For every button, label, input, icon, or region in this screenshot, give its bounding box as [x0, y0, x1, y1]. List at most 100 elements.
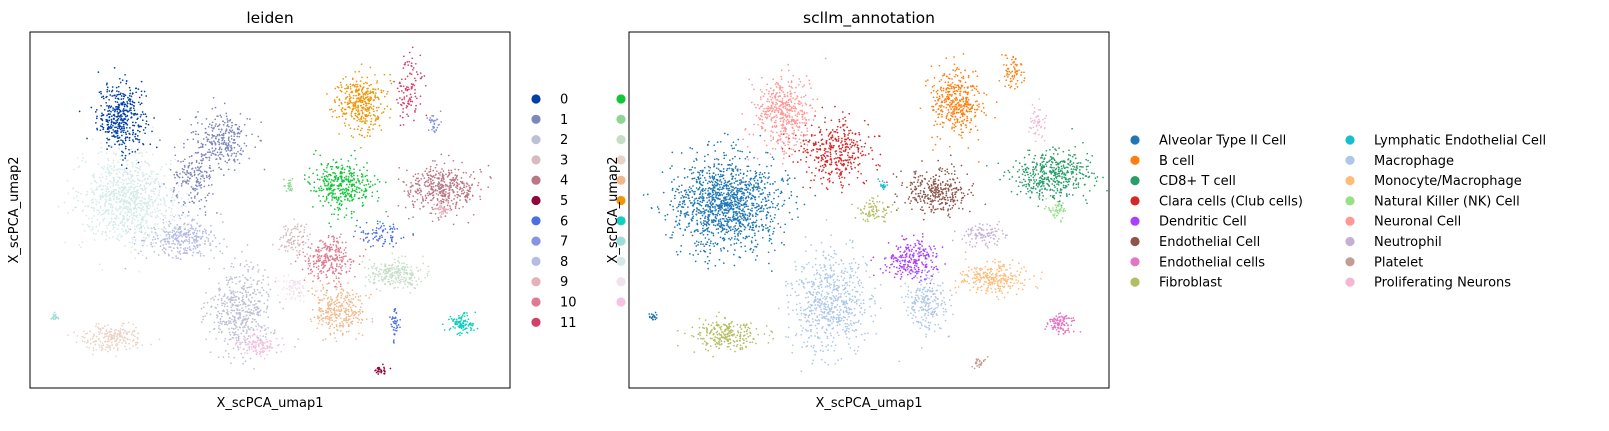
scatter-point [211, 143, 213, 146]
scatter-point [469, 176, 471, 178]
scatter-point [221, 323, 223, 325]
scatter-point [131, 93, 134, 95]
scatter-point [164, 201, 166, 204]
scatter-point [362, 120, 364, 122]
scatter-point [341, 305, 344, 307]
scatter-point [75, 190, 78, 193]
scatter-point [432, 115, 435, 117]
scatter-point [199, 181, 201, 184]
scatter-point [137, 202, 140, 205]
scatter-point [222, 320, 225, 323]
scatter-point [384, 283, 387, 286]
scatter-point [235, 282, 237, 285]
scatter-point [158, 338, 161, 341]
scatter-point [390, 82, 393, 85]
scatter-point [356, 186, 358, 188]
scatter-point [114, 130, 117, 132]
scatter-point [355, 224, 358, 227]
scatter-point [329, 307, 332, 310]
scatter-point [126, 130, 129, 133]
scatter-point [348, 200, 351, 202]
scatter-point [346, 101, 349, 104]
scatter-point [335, 282, 338, 285]
scatter-point [455, 181, 458, 184]
scatter-point [105, 120, 108, 123]
scatter-point [180, 183, 183, 185]
scatter-point [408, 88, 410, 91]
scatter-point [349, 167, 352, 170]
scatter-point [368, 126, 370, 128]
scatter-point [203, 302, 205, 305]
scatter-point [248, 304, 251, 307]
scatter-point [353, 128, 356, 130]
scatter-point [349, 101, 352, 104]
scatter-point [452, 320, 455, 322]
scatter-point [427, 185, 430, 187]
scatter-point [105, 330, 108, 333]
scatter-point [337, 199, 339, 202]
scatter-point [319, 154, 322, 157]
scatter-point [324, 170, 326, 173]
scatter-point [325, 322, 328, 324]
scatter-point [233, 146, 236, 149]
scatter-point [346, 197, 349, 200]
scatter-point [97, 209, 100, 212]
scatter-point [357, 310, 360, 313]
scatter-point [233, 323, 236, 325]
scatter-point [337, 242, 340, 244]
scatter-point [354, 313, 356, 316]
scatter-point [151, 245, 154, 248]
scatter-point [110, 330, 113, 333]
scatter-point [339, 330, 342, 332]
scatter-point [117, 190, 120, 193]
scatter-point [252, 312, 255, 315]
scatter-point [217, 356, 220, 359]
scatter-point [480, 171, 482, 173]
scatter-point [294, 225, 296, 228]
scatter-point [119, 119, 122, 121]
scatter-point [100, 151, 102, 153]
scatter-point [123, 102, 125, 104]
scatter-point [226, 309, 229, 311]
scatter-point [220, 312, 223, 315]
scatter-point [329, 334, 332, 336]
scatter-point [109, 94, 112, 96]
scatter-point [459, 195, 462, 198]
scatter-point [175, 182, 178, 185]
scatter-point [130, 251, 132, 254]
scatter-point [183, 179, 186, 181]
scatter-point [338, 99, 341, 102]
scatter-point [231, 331, 234, 334]
scatter-point [129, 338, 131, 341]
scatter-point [90, 188, 92, 190]
scatter-point [128, 137, 131, 139]
scatter-point [274, 280, 277, 283]
scatter-point [209, 231, 212, 234]
scatter-point [366, 179, 369, 181]
scatter-point [392, 320, 395, 323]
scatter-point [471, 324, 474, 327]
scatter-point [77, 191, 80, 194]
scatter-point [321, 310, 324, 312]
scatter-point [193, 173, 196, 176]
scatter-point [110, 123, 113, 126]
scatter-point [446, 176, 449, 178]
scatter-point [136, 203, 139, 206]
scatter-point [222, 124, 225, 126]
scatter-point [435, 128, 438, 131]
scatter-point [121, 126, 123, 128]
scatter-point [93, 209, 95, 212]
scatter-point [313, 190, 315, 192]
scatter-point [373, 231, 375, 234]
scatter-point [140, 114, 142, 116]
scatter-point [351, 312, 354, 314]
scatter-point [436, 204, 438, 207]
scatter-point [452, 326, 455, 328]
scatter-point [410, 266, 413, 268]
scatter-point [136, 135, 139, 137]
scatter-point [233, 135, 236, 138]
scatter-point [335, 340, 338, 343]
scatter-point [123, 169, 126, 171]
scatter-point [448, 197, 450, 200]
scatter-point [326, 175, 329, 178]
